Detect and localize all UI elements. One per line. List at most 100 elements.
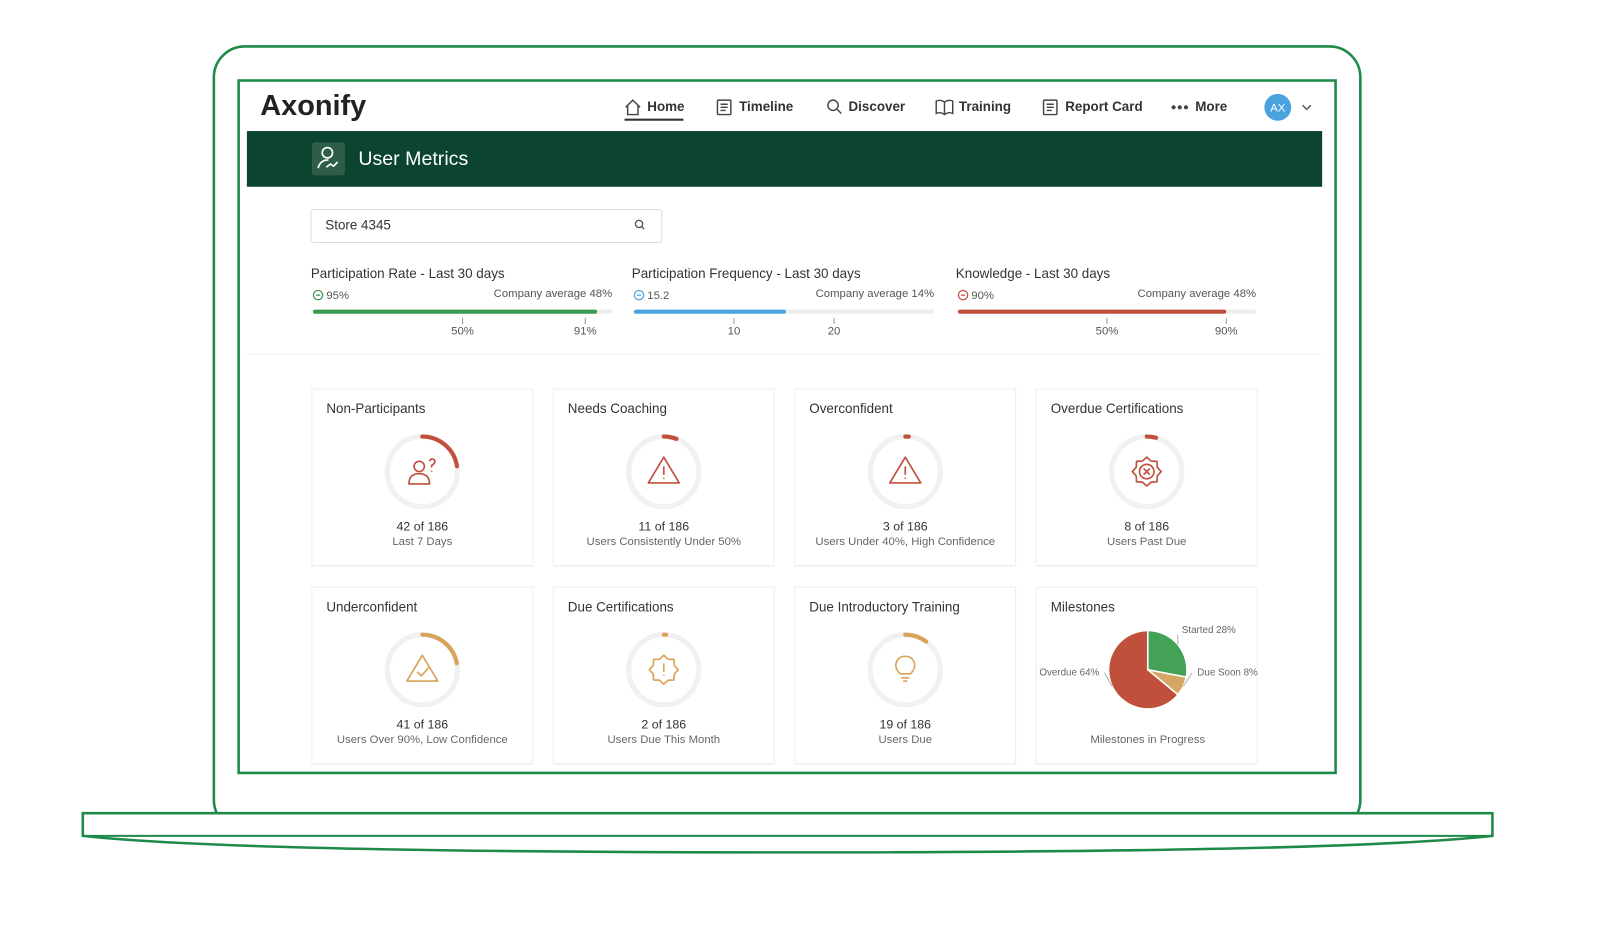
metric-tick-label: 10 xyxy=(728,325,741,337)
gauge-arc xyxy=(903,632,929,644)
card-count: 8 of 186 xyxy=(1124,520,1169,534)
card-title[interactable]: Non-Participants xyxy=(326,401,425,416)
pie-leader xyxy=(1182,672,1193,687)
avatar[interactable] xyxy=(1264,93,1292,121)
metric-status-icon xyxy=(633,289,645,301)
gauge-arc xyxy=(661,434,679,441)
card-count: 42 of 186 xyxy=(397,520,449,534)
metric-tick-label: 50% xyxy=(1096,325,1119,337)
header-icon-head xyxy=(321,146,334,159)
card[interactable] xyxy=(1035,388,1258,567)
metric-bar xyxy=(633,309,787,314)
card[interactable] xyxy=(311,388,534,567)
header-icon xyxy=(311,142,345,176)
gauge-arc xyxy=(420,434,460,469)
nav-item[interactable]: Discover xyxy=(849,99,906,114)
pie-slice xyxy=(1107,629,1180,710)
pie-leader xyxy=(1104,672,1113,687)
nav-item[interactable]: Report Card xyxy=(1065,99,1142,114)
logo: Axonify xyxy=(260,90,366,122)
gauge-arc xyxy=(420,632,459,666)
search-box[interactable] xyxy=(310,208,663,244)
nav-item[interactable]: Timeline xyxy=(739,99,793,114)
card-title[interactable]: Overconfident xyxy=(809,401,893,416)
pie-label: Overdue 64% xyxy=(1039,667,1099,678)
card-icon xyxy=(894,655,916,682)
header-band xyxy=(246,131,1323,187)
card-icon xyxy=(1138,463,1155,480)
metric-value: 95% xyxy=(326,290,349,302)
card-subtitle: Users Due This Month xyxy=(607,734,720,746)
card-count: 19 of 186 xyxy=(879,718,931,732)
card-icon xyxy=(413,460,426,473)
card-subtitle: Users Over 90%, Low Confidence xyxy=(337,734,508,746)
nav-item[interactable]: More xyxy=(1195,99,1227,114)
metric-bar xyxy=(312,309,598,314)
card-title[interactable]: Overdue Certifications xyxy=(1051,401,1184,416)
card-title[interactable]: Due Introductory Training xyxy=(809,599,960,614)
card-icon xyxy=(408,458,436,485)
nav-icon xyxy=(1171,105,1176,110)
nav-icon xyxy=(1042,99,1058,116)
card-title[interactable]: Due Certifications xyxy=(568,599,674,614)
card-icon xyxy=(1131,456,1163,487)
metric-tick-label: 91% xyxy=(574,325,597,337)
card-icon xyxy=(647,456,681,484)
metric-tick-label: 20 xyxy=(828,325,841,337)
nav-icon xyxy=(935,99,954,116)
card-subtitle: Users Due xyxy=(878,734,932,746)
metric-value: 90% xyxy=(971,290,994,302)
metric-value: 15.2 xyxy=(647,290,669,302)
header-icon-body xyxy=(317,159,339,169)
avatar-initials[interactable]: AX xyxy=(1270,102,1286,114)
card-title[interactable]: Needs Coaching xyxy=(568,401,667,416)
pie-label: Started 28% xyxy=(1182,625,1236,636)
metric-status-icon xyxy=(957,289,969,301)
pie-label: Due Soon 8% xyxy=(1197,667,1258,678)
avatar-chevron[interactable] xyxy=(1302,104,1312,111)
card[interactable] xyxy=(794,388,1017,567)
card-subtitle: Last 7 Days xyxy=(392,536,452,548)
company-average: Company average 48% xyxy=(494,288,613,300)
card-count: 11 of 186 xyxy=(638,520,689,534)
card[interactable] xyxy=(552,388,775,567)
nav-icon xyxy=(836,108,842,115)
gauge-arc xyxy=(1144,434,1159,440)
card-subtitle: Milestones in Progress xyxy=(1090,734,1205,746)
search-icon-handle xyxy=(641,226,645,230)
card-subtitle: Users Consistently Under 50% xyxy=(587,536,741,548)
nav-item[interactable]: Home xyxy=(647,99,684,114)
card[interactable] xyxy=(794,586,1017,765)
header-title: User Metrics xyxy=(358,148,468,170)
nav-icon xyxy=(1046,103,1054,112)
search-icon[interactable] xyxy=(634,219,644,229)
search-value[interactable]: Store 4345 xyxy=(325,218,391,233)
company-average: Company average 48% xyxy=(1138,288,1257,300)
card-subtitle: Users Under 40%, High Confidence xyxy=(815,536,995,548)
card-count: 2 of 186 xyxy=(641,718,686,732)
nav-icon xyxy=(1177,105,1182,110)
card-title[interactable]: Underconfident xyxy=(326,599,417,614)
metric-status-icon xyxy=(312,289,324,301)
card-subtitle: Users Past Due xyxy=(1107,536,1186,548)
card-title[interactable]: Milestones xyxy=(1051,599,1115,614)
metric-title: Participation Frequency - Last 30 days xyxy=(632,266,861,281)
card-count: 3 of 186 xyxy=(883,520,928,534)
card-icon xyxy=(1143,467,1151,476)
nav-item[interactable]: Training xyxy=(959,99,1011,114)
laptop-base xyxy=(81,811,1494,854)
metric-bar xyxy=(957,309,1227,314)
card-icon xyxy=(888,456,922,484)
nav-icon xyxy=(720,103,728,112)
card-icon xyxy=(648,654,680,686)
metric-title: Knowledge - Last 30 days xyxy=(956,266,1111,281)
metric-tick-label: 50% xyxy=(451,325,474,337)
metric-tick-label: 90% xyxy=(1215,325,1238,337)
card-icon xyxy=(406,654,439,682)
metric-title: Participation Rate - Last 30 days xyxy=(311,266,505,281)
company-average: Company average 14% xyxy=(816,288,935,300)
card-count: 41 of 186 xyxy=(397,718,449,732)
nav-icon xyxy=(1183,105,1189,110)
